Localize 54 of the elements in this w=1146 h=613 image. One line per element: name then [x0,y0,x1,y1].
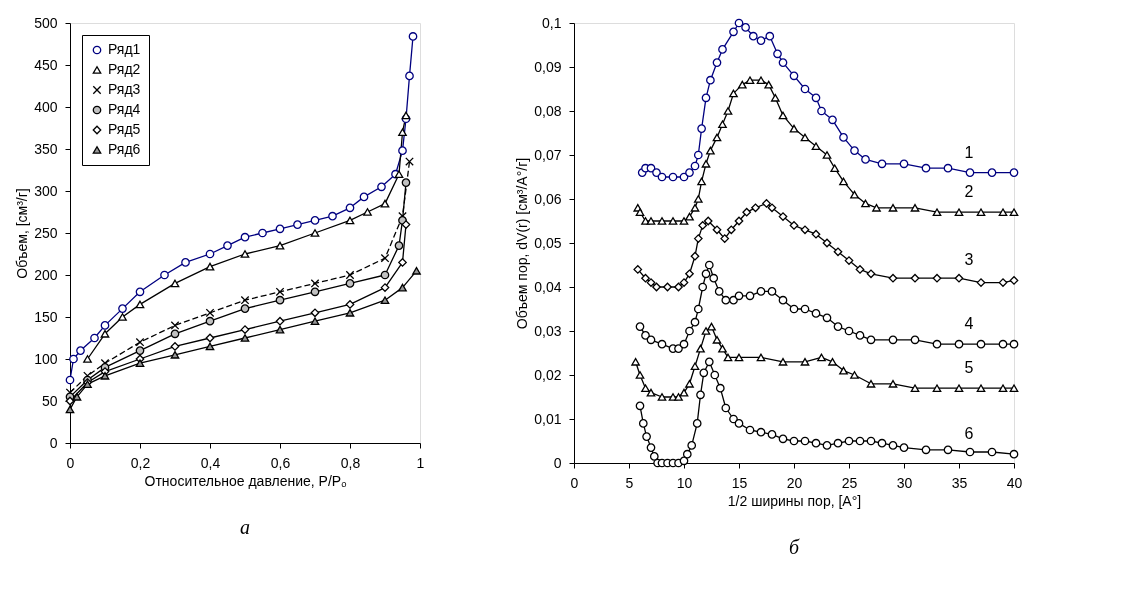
y-tick-label: 250 [34,224,58,241]
y-tick-label: 0,04 [534,278,562,295]
legend-label: Ряд6 [108,141,141,157]
x-tick-label: 1 [416,454,425,471]
legend-label: Ряд1 [108,41,141,57]
x-tick-label: 25 [841,474,858,491]
y-tick-label: 0,09 [534,58,562,75]
x-axis-title: 1/2 ширины пор, [A°] [727,492,862,509]
text: а [240,516,250,538]
x-tick-label: 0,6 [270,454,291,471]
x-tick-label: 0,8 [340,454,361,471]
y-tick-label: 0,05 [534,234,562,251]
y-tick-label: 100 [34,350,58,367]
y-tick-label: 450 [34,56,58,73]
x-tick-label: 20 [786,474,803,491]
x-axis-title: Относительное давление, P/Pₒ [144,472,347,489]
series-label: 6 [964,425,974,443]
y-tick-label: 0 [49,434,58,451]
y-tick-label: 0,1 [542,14,562,31]
x-tick-label: 0 [66,454,75,471]
x-tick-label: 30 [896,474,913,491]
legend-label: Ряд4 [108,101,141,117]
series-label: 3 [964,251,974,269]
y-tick-label: 350 [34,140,58,157]
y-tick-label: 400 [34,98,58,115]
x-tick-label: 0,2 [130,454,151,471]
series-label: 4 [964,315,974,333]
y-tick-label: 50 [41,392,58,409]
y-tick-label: 0,01 [534,410,562,427]
y-axis-title: Объем, [см³/г] [14,188,31,279]
legend-label: Ряд3 [108,81,141,97]
y-tick-label: 0,08 [534,102,562,119]
series-label: 1 [964,143,974,161]
text: б [788,536,800,558]
y-tick-label: 200 [34,266,58,283]
x-tick-label: 15 [731,474,748,491]
x-tick-label: 40 [1006,474,1023,491]
series-label: 2 [964,183,974,201]
x-tick-label: 0,4 [200,454,221,471]
series-label: 5 [964,359,974,377]
y-tick-label: 0,03 [534,322,562,339]
y-tick-label: 0,02 [534,366,562,383]
x-tick-label: 5 [625,474,634,491]
y-tick-label: 300 [34,182,58,199]
x-tick-label: 35 [951,474,968,491]
x-tick-label: 0 [570,474,579,491]
y-tick-label: 0,07 [534,146,562,163]
y-axis-title: Объем пор, dV(r) [см³/A°/г] [514,157,531,330]
legend-label: Ряд2 [108,61,141,77]
y-tick-label: 150 [34,308,58,325]
legend-label: Ряд5 [108,121,141,137]
y-tick-label: 0,06 [534,190,562,207]
y-tick-label: 500 [34,14,58,31]
x-tick-label: 10 [676,474,693,491]
